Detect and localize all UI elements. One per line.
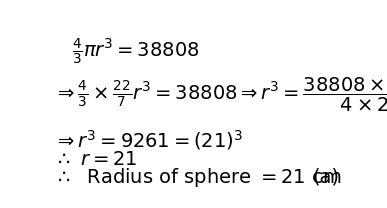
Text: (a): (a) <box>312 168 339 187</box>
Text: $\Rightarrow \frac{4}{3} \times \frac{22}{7}r^3 = 38808 \Rightarrow r^3 = \dfrac: $\Rightarrow \frac{4}{3} \times \frac{22… <box>54 76 387 114</box>
Text: $\frac{4}{3}\pi r^3 = 38808$: $\frac{4}{3}\pi r^3 = 38808$ <box>72 37 200 67</box>
Text: $\therefore\ $ Radius of sphere $= 21$ cm: $\therefore\ $ Radius of sphere $= 21$ c… <box>54 166 342 189</box>
Text: $\Rightarrow r^3 = 9261 = (21)^3$: $\Rightarrow r^3 = 9261 = (21)^3$ <box>54 128 243 152</box>
Text: $\therefore\ r = 21$: $\therefore\ r = 21$ <box>54 150 138 169</box>
